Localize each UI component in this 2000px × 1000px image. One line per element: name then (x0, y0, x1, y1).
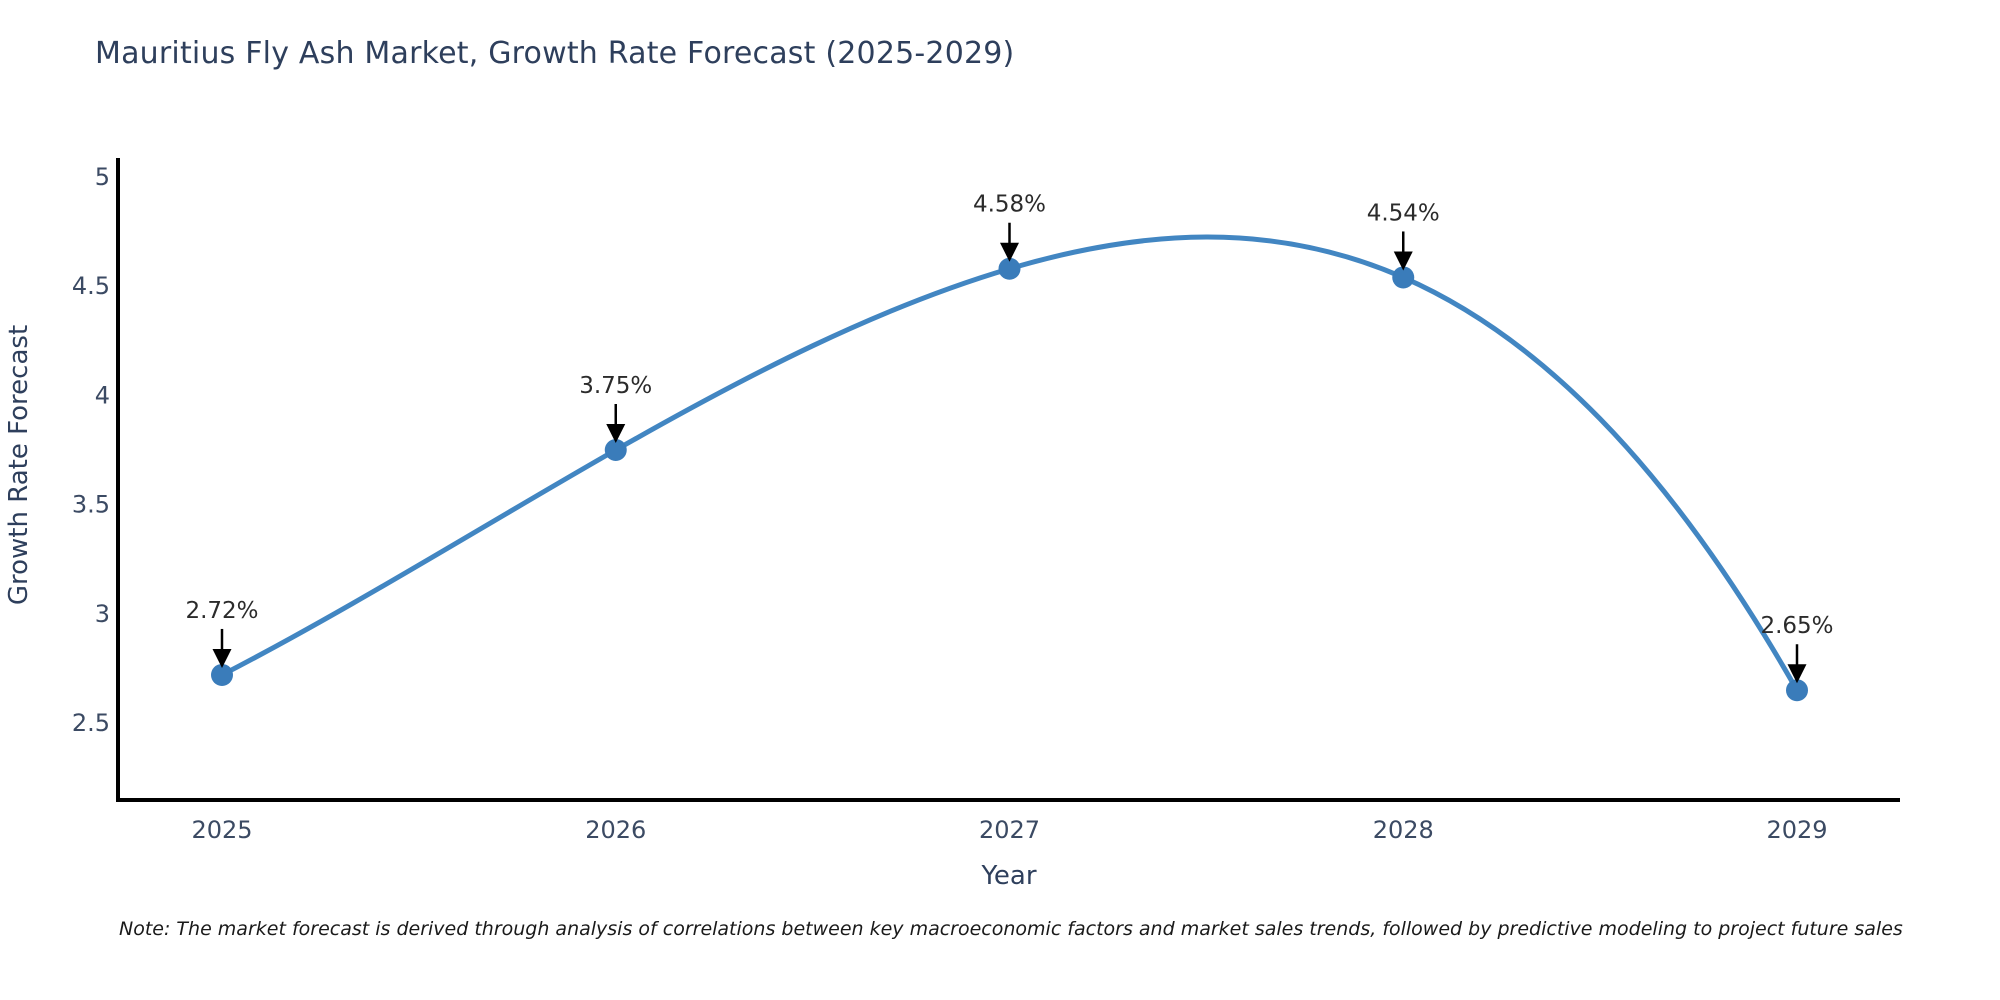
footnote: Note: The market forecast is derived thr… (119, 918, 1903, 940)
annotation-label: 2.65% (1760, 613, 1833, 639)
x-tick-label: 2029 (1766, 816, 1827, 844)
annotation-arrowhead-icon (1000, 242, 1019, 262)
annotation-label: 4.54% (1367, 200, 1440, 226)
y-axis-title: Growth Rate Forecast (4, 325, 34, 605)
data-point-marker (1786, 679, 1808, 702)
annotation-arrowhead-icon (1787, 664, 1807, 684)
y-tick-label: 3.5 (72, 491, 110, 519)
x-axis-title: Year (980, 861, 1036, 891)
annotation-label: 2.72% (185, 598, 258, 624)
data-point-marker (998, 257, 1021, 280)
chart-title: Mauritius Fly Ash Market, Growth Rate Fo… (95, 36, 1015, 71)
annotation-arrowhead-icon (606, 424, 626, 443)
y-tick-label: 2.5 (72, 709, 110, 737)
x-tick-label: 2027 (979, 816, 1040, 844)
forecast-line (219, 234, 1800, 693)
y-tick-label: 4.5 (72, 272, 110, 300)
annotation-label: 4.58% (973, 192, 1046, 218)
x-tick-label: 2025 (191, 816, 252, 844)
annotation-arrowhead-icon (1393, 251, 1413, 271)
x-tick-label: 2026 (585, 816, 646, 844)
y-tick-label: 5 (95, 163, 110, 191)
annotation-label: 3.75% (579, 373, 652, 399)
data-point-marker (604, 439, 627, 461)
annotation-arrowhead-icon (212, 648, 232, 668)
data-point-marker (1392, 266, 1415, 289)
data-point-marker (211, 663, 233, 686)
x-tick-label: 2028 (1373, 816, 1434, 844)
y-tick-label: 3 (95, 600, 110, 628)
y-tick-label: 4 (95, 381, 110, 409)
